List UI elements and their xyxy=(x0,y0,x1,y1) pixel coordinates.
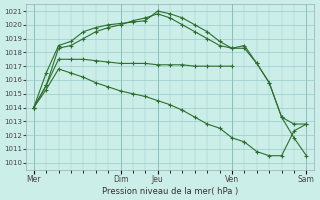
X-axis label: Pression niveau de la mer( hPa ): Pression niveau de la mer( hPa ) xyxy=(102,187,238,196)
